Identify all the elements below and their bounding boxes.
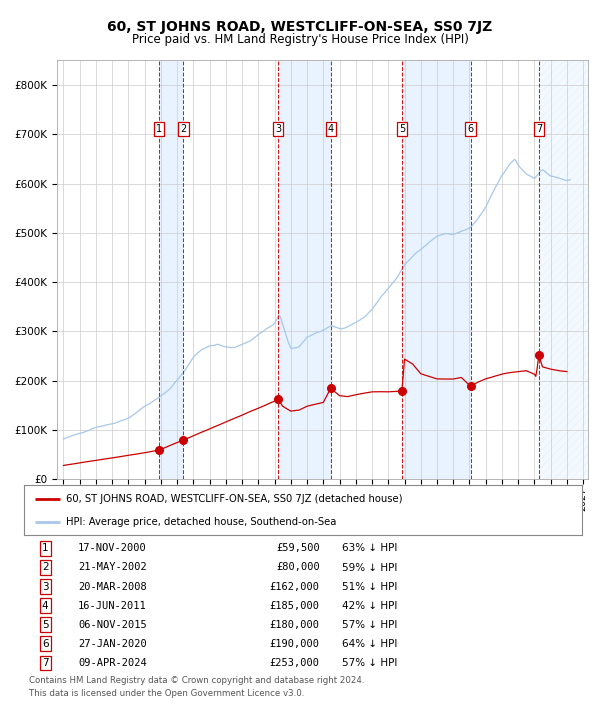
Text: 5: 5 xyxy=(42,620,49,630)
Text: 57% ↓ HPI: 57% ↓ HPI xyxy=(342,658,397,668)
Bar xyxy=(402,60,470,479)
Text: 63% ↓ HPI: 63% ↓ HPI xyxy=(342,543,397,553)
Text: Contains HM Land Registry data © Crown copyright and database right 2024.: Contains HM Land Registry data © Crown c… xyxy=(29,676,364,685)
Text: 4: 4 xyxy=(328,124,334,134)
Text: 27-JAN-2020: 27-JAN-2020 xyxy=(78,639,147,649)
Text: £59,500: £59,500 xyxy=(276,543,320,553)
Text: £180,000: £180,000 xyxy=(270,620,320,630)
Text: 59% ↓ HPI: 59% ↓ HPI xyxy=(342,562,397,572)
Text: 60, ST JOHNS ROAD, WESTCLIFF-ON-SEA, SS0 7JZ (detached house): 60, ST JOHNS ROAD, WESTCLIFF-ON-SEA, SS0… xyxy=(66,494,403,504)
Text: 21-MAY-2002: 21-MAY-2002 xyxy=(78,562,147,572)
Text: 1: 1 xyxy=(42,543,49,553)
Text: 3: 3 xyxy=(275,124,281,134)
Text: 06-NOV-2015: 06-NOV-2015 xyxy=(78,620,147,630)
Text: £253,000: £253,000 xyxy=(270,658,320,668)
Text: £185,000: £185,000 xyxy=(270,601,320,611)
Bar xyxy=(159,60,184,479)
Text: 20-MAR-2008: 20-MAR-2008 xyxy=(78,581,147,591)
Text: 2: 2 xyxy=(42,562,49,572)
Bar xyxy=(278,60,331,479)
Text: 1: 1 xyxy=(156,124,162,134)
Bar xyxy=(539,60,591,479)
Text: 51% ↓ HPI: 51% ↓ HPI xyxy=(342,581,397,591)
Text: 6: 6 xyxy=(42,639,49,649)
Text: £190,000: £190,000 xyxy=(270,639,320,649)
Text: 42% ↓ HPI: 42% ↓ HPI xyxy=(342,601,397,611)
Text: 16-JUN-2011: 16-JUN-2011 xyxy=(78,601,147,611)
Text: £80,000: £80,000 xyxy=(276,562,320,572)
Text: 7: 7 xyxy=(42,658,49,668)
Text: 7: 7 xyxy=(536,124,542,134)
Text: 17-NOV-2000: 17-NOV-2000 xyxy=(78,543,147,553)
Text: 2: 2 xyxy=(181,124,187,134)
Text: 60, ST JOHNS ROAD, WESTCLIFF-ON-SEA, SS0 7JZ: 60, ST JOHNS ROAD, WESTCLIFF-ON-SEA, SS0… xyxy=(107,20,493,34)
Text: 3: 3 xyxy=(42,581,49,591)
Text: £162,000: £162,000 xyxy=(270,581,320,591)
Text: 5: 5 xyxy=(399,124,405,134)
Text: Price paid vs. HM Land Registry's House Price Index (HPI): Price paid vs. HM Land Registry's House … xyxy=(131,33,469,45)
Text: 4: 4 xyxy=(42,601,49,611)
Text: 6: 6 xyxy=(467,124,474,134)
Text: 57% ↓ HPI: 57% ↓ HPI xyxy=(342,620,397,630)
Text: HPI: Average price, detached house, Southend-on-Sea: HPI: Average price, detached house, Sout… xyxy=(66,517,336,527)
Text: 64% ↓ HPI: 64% ↓ HPI xyxy=(342,639,397,649)
Text: 09-APR-2024: 09-APR-2024 xyxy=(78,658,147,668)
Text: This data is licensed under the Open Government Licence v3.0.: This data is licensed under the Open Gov… xyxy=(29,689,304,698)
